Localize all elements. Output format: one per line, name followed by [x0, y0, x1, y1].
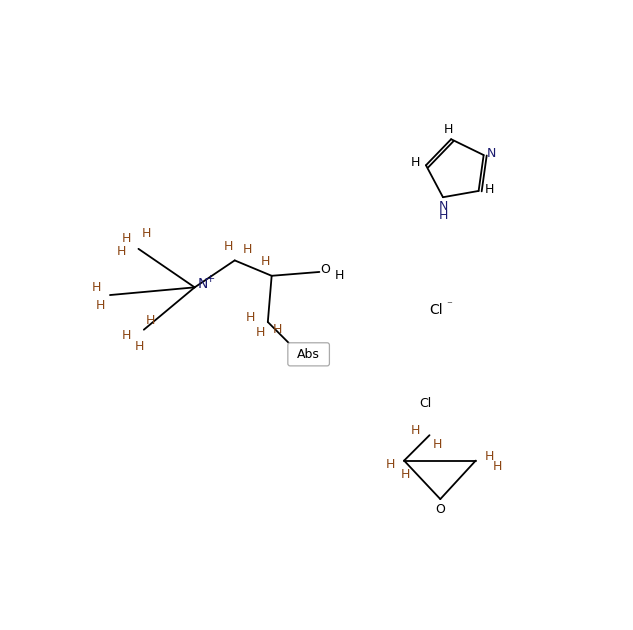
Text: N: N — [487, 147, 496, 160]
Text: H: H — [439, 209, 448, 222]
Text: H: H — [401, 468, 410, 481]
Text: H: H — [411, 424, 420, 437]
FancyBboxPatch shape — [288, 343, 329, 366]
Text: H: H — [246, 311, 256, 324]
Text: H: H — [444, 123, 453, 135]
Text: O: O — [436, 503, 445, 515]
Text: H: H — [485, 183, 494, 196]
Text: H: H — [256, 326, 265, 340]
Text: H: H — [135, 340, 144, 353]
Text: N: N — [439, 200, 448, 213]
Text: H: H — [410, 156, 420, 169]
Text: H: H — [117, 246, 126, 258]
Text: H: H — [485, 450, 494, 463]
Text: H: H — [122, 329, 132, 342]
Text: H: H — [385, 458, 395, 471]
Text: H: H — [146, 314, 154, 327]
Text: H: H — [261, 255, 270, 268]
Text: H: H — [335, 268, 344, 282]
Text: H: H — [91, 281, 101, 294]
Text: ⁻: ⁻ — [446, 300, 452, 310]
Text: Cl: Cl — [420, 397, 432, 410]
Text: O: O — [321, 263, 330, 276]
Text: +: + — [206, 274, 215, 284]
Text: H: H — [141, 227, 151, 240]
Text: H: H — [492, 461, 502, 473]
Text: N: N — [198, 277, 208, 291]
Text: H: H — [273, 323, 282, 336]
Text: H: H — [96, 299, 106, 312]
Text: H: H — [242, 243, 252, 256]
Text: H: H — [224, 240, 233, 253]
Text: Cl: Cl — [430, 304, 443, 318]
Text: H: H — [432, 438, 442, 451]
Text: H: H — [122, 232, 131, 244]
Text: Abs: Abs — [297, 348, 320, 361]
